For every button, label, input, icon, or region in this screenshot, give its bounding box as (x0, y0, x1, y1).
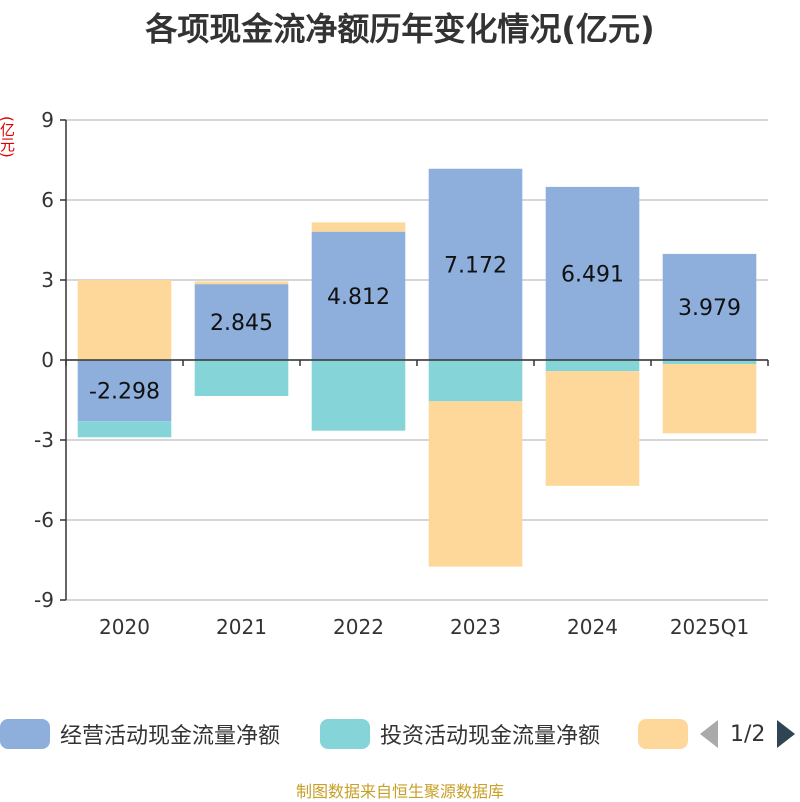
legend-swatch-financing (638, 719, 688, 749)
legend-item-operating[interactable]: 经营活动现金流量净额 (0, 716, 280, 752)
bar-series1-2021 (194, 360, 289, 396)
bar-series1-2024 (545, 360, 640, 372)
data-label: 6.491 (561, 262, 624, 287)
legend-label-operating: 经营活动现金流量净额 (60, 724, 281, 749)
legend: 经营活动现金流量净额 投资活动现金流量净额 1/2 (0, 712, 800, 756)
x-tick-label-2024: 2024 (567, 615, 618, 639)
data-label: 2.845 (210, 311, 273, 336)
bar-series0-2022 (311, 231, 406, 360)
bar-series2-2020 (77, 280, 172, 360)
bar-series1-2020 (77, 421, 172, 438)
legend-pager: 1/2 (700, 716, 796, 752)
data-label: 3.979 (678, 296, 741, 321)
legend-item-financing[interactable] (638, 716, 698, 752)
chart-title: 各项现金流净额历年变化情况(亿元) (145, 10, 655, 48)
bar-series1-2022 (311, 360, 406, 431)
x-tick-label-2021: 2021 (216, 615, 267, 639)
y-tick-label: -3 (34, 428, 54, 452)
data-label: 7.172 (444, 253, 507, 278)
bar-series2-2022 (311, 222, 406, 232)
x-tick-label-2025Q1: 2025Q1 (670, 615, 749, 639)
legend-swatch-operating (0, 719, 50, 749)
bar-series0-2021 (194, 284, 289, 360)
y-tick-label: -6 (34, 508, 54, 532)
bar-series2-2024 (545, 371, 640, 486)
y-axis-unit-label: (亿元) (0, 116, 16, 158)
legend-prev-page-icon[interactable] (700, 720, 718, 748)
axes (60, 119, 769, 601)
x-tick-label-2022: 2022 (333, 615, 384, 639)
y-tick-label: 0 (41, 348, 54, 372)
data-label: 4.812 (327, 285, 390, 310)
legend-label-investing: 投资活动现金流量净额 (380, 724, 601, 749)
bar-series0-2023 (428, 168, 523, 360)
bar-series2-2021 (194, 281, 289, 285)
y-tick-label: 6 (41, 188, 54, 212)
bar-series2-2023 (428, 401, 523, 567)
y-tick-label: -9 (34, 588, 54, 612)
chart-plot: 9 6 3 0 -3 -6 -9 -2.298 2.845 4.812 7.172 6.491 3.97… (34, 108, 769, 639)
bar-series0-2024 (545, 186, 640, 360)
legend-page-indicator: 1/2 (730, 721, 766, 747)
bars (77, 168, 757, 567)
y-tick-label: 3 (41, 268, 54, 292)
labels: 9 6 3 0 -3 -6 -9 -2.298 2.845 4.812 7.172 6.491 3.97… (34, 108, 749, 639)
data-label: -2.298 (89, 380, 160, 405)
source-note: 制图数据来自恒生聚源数据库 (295, 782, 504, 801)
bar-series0-2020 (77, 360, 172, 422)
legend-swatch-investing (320, 719, 370, 749)
y-tick-label: 9 (41, 108, 54, 132)
legend-item-investing[interactable]: 投资活动现金流量净额 (320, 716, 600, 752)
bar-series1-2023 (428, 360, 523, 402)
x-tick-label-2023: 2023 (450, 615, 501, 639)
bar-series1-2025Q1 (662, 360, 757, 364)
bar-series2-2025Q1 (662, 364, 757, 434)
x-tick-label-2020: 2020 (99, 615, 150, 639)
bar-series0-2025Q1 (662, 253, 757, 360)
legend-next-page-icon[interactable] (777, 720, 796, 748)
